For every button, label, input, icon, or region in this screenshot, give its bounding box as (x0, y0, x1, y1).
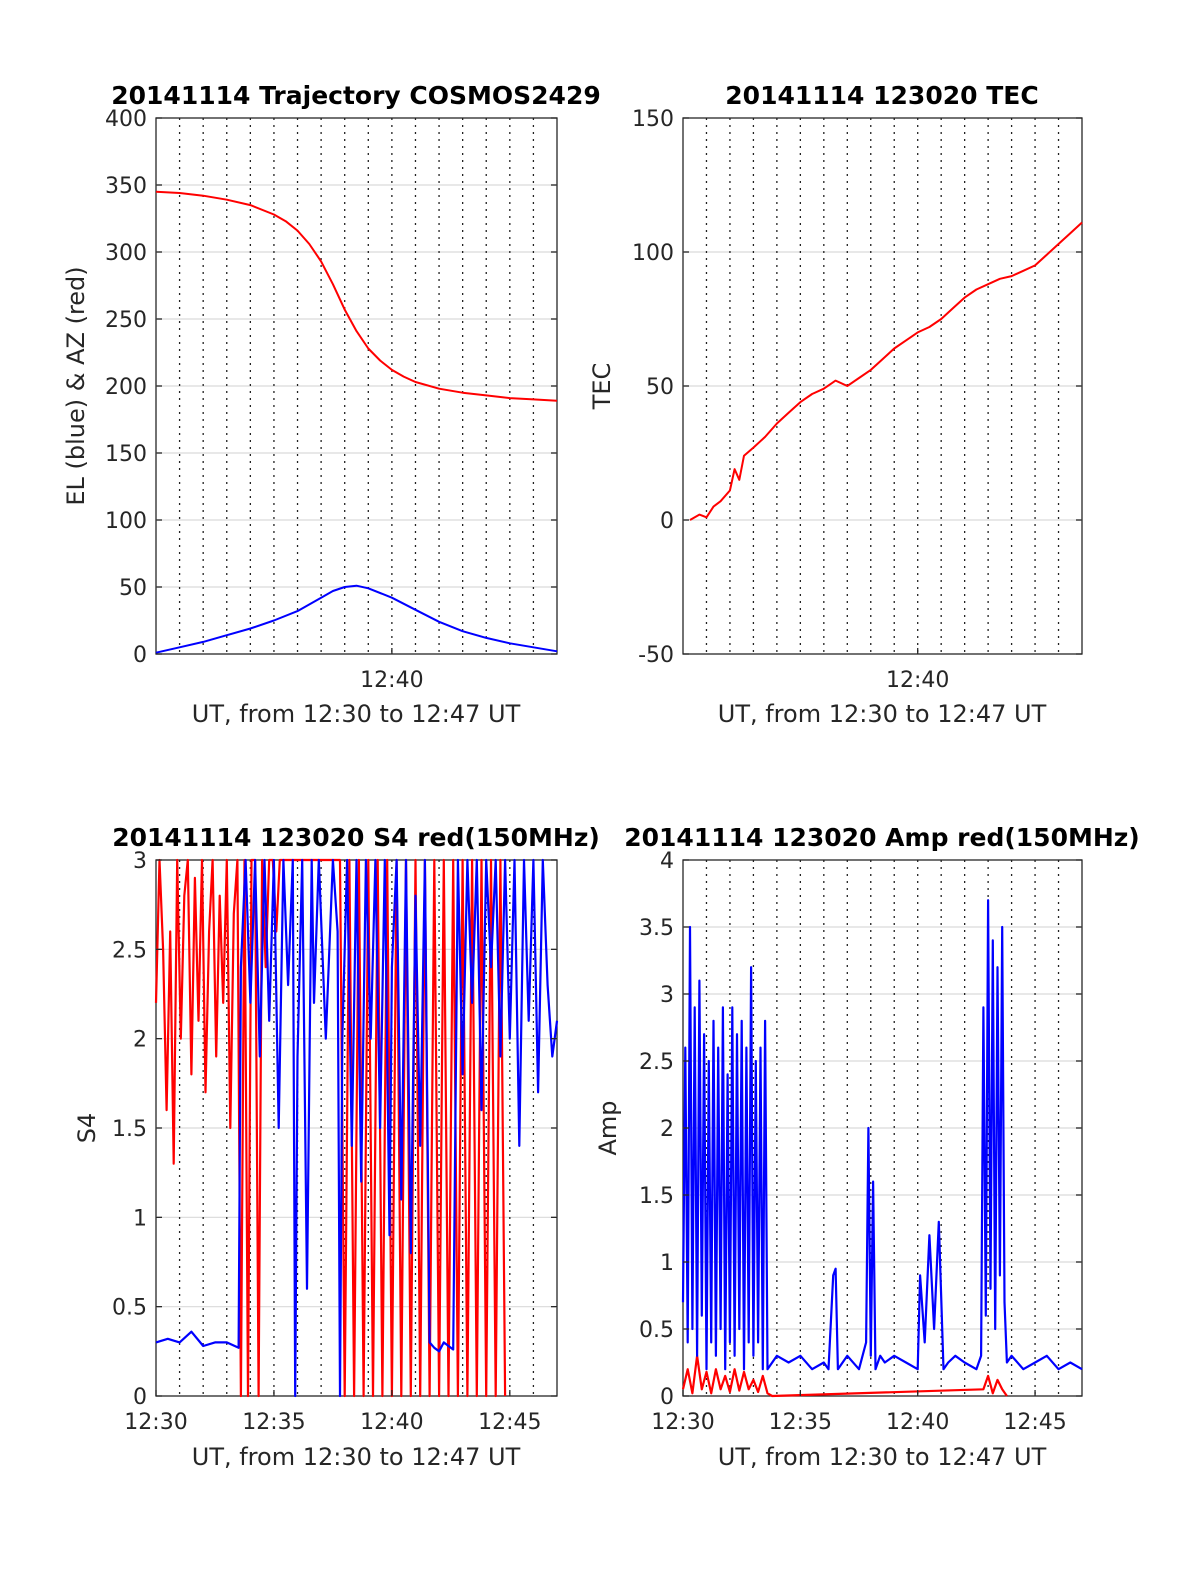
x-tick-label: 12:40 (886, 1410, 949, 1435)
y-tick-label: 350 (105, 174, 147, 199)
y-tick-label: 100 (105, 509, 147, 534)
series-line (681, 899, 1083, 1371)
y-tick-label: 2.5 (639, 1050, 674, 1075)
chart-title: 20141114 123020 S4 red(150MHz) (112, 823, 600, 852)
y-axis-label: TEC (588, 363, 616, 411)
x-tick-label: 12:40 (886, 668, 949, 693)
series-line (681, 1354, 1008, 1398)
y-tick-label: 100 (632, 241, 674, 266)
x-tick-label: 12:45 (1003, 1410, 1066, 1435)
x-axis-label: UT, from 12:30 to 12:47 UT (192, 700, 521, 728)
y-tick-label: 0 (660, 1385, 674, 1410)
y-tick-label: 2 (660, 1117, 674, 1142)
y-tick-label: 3 (133, 849, 147, 874)
series-line (155, 190, 558, 402)
x-tick-label: 12:45 (478, 1410, 541, 1435)
y-tick-label: 200 (105, 375, 147, 400)
panel-amp: 0 0.5 1 1.5 2 2.5 3 3.5 4 12:30 12:35 12:40 12:45 20… (594, 823, 1140, 1471)
x-tick-label: 12:30 (124, 1410, 187, 1435)
y-tick-label: 0 (133, 1385, 147, 1410)
panel-s4: 0 0.5 1 1.5 2 2.5 3 12:30 12:35 12:40 12:45 201411… (73, 823, 600, 1471)
series-line (154, 858, 507, 1398)
y-tick-label: 3.5 (639, 916, 674, 941)
x-tick-label: 12:35 (769, 1410, 832, 1435)
y-tick-label: 1.5 (112, 1117, 147, 1142)
y-tick-label: 3 (660, 983, 674, 1008)
y-axis-label: S4 (73, 1113, 101, 1144)
y-tick-label: 1 (133, 1206, 147, 1231)
y-axis-label: EL (blue) & AZ (red) (62, 266, 90, 505)
y-tick-label: 1 (660, 1251, 674, 1276)
y-axis-label: Amp (594, 1100, 622, 1155)
y-tick-label: 2 (133, 1028, 147, 1053)
x-tick-label: 12:40 (360, 1410, 423, 1435)
y-tick-label: 150 (105, 442, 147, 467)
chart-title: 20141114 Trajectory COSMOS2429 (111, 81, 601, 110)
chart-title: 20141114 123020 TEC (725, 81, 1038, 110)
series-line (155, 858, 559, 1398)
y-tick-label: 1.5 (639, 1184, 674, 1209)
x-tick-label: 12:30 (651, 1410, 714, 1435)
y-tick-label: 250 (105, 308, 147, 333)
y-tick-label: 400 (105, 107, 147, 132)
panel-tec: -50 0 50 100 150 12:40 20141114 123020 TEC UT… (588, 81, 1083, 728)
panel-trajectory: 0 50 100 150 200 250 300 350 400 12:40 20141114 T… (62, 81, 601, 728)
y-tick-label: 0 (660, 509, 674, 534)
x-axis-label: UT, from 12:30 to 12:47 UT (192, 1443, 521, 1471)
y-tick-label: 150 (632, 107, 674, 132)
y-tick-label: 4 (660, 849, 674, 874)
y-tick-label: -50 (638, 643, 674, 668)
y-tick-label: 300 (105, 241, 147, 266)
x-tick-label: 12:35 (242, 1410, 305, 1435)
y-tick-label: 0.5 (639, 1318, 674, 1343)
y-tick-label: 2.5 (112, 938, 147, 963)
x-axis-label: UT, from 12:30 to 12:47 UT (718, 700, 1047, 728)
x-axis-label: UT, from 12:30 to 12:47 UT (718, 1443, 1047, 1471)
y-tick-label: 50 (646, 375, 674, 400)
y-tick-label: 0.5 (112, 1296, 147, 1321)
x-tick-label: 12:40 (360, 668, 423, 693)
series-line (689, 221, 1083, 521)
y-tick-label: 50 (119, 576, 147, 601)
chart-title: 20141114 123020 Amp red(150MHz) (624, 823, 1140, 852)
y-tick-label: 0 (133, 643, 147, 668)
series-line (155, 584, 558, 654)
